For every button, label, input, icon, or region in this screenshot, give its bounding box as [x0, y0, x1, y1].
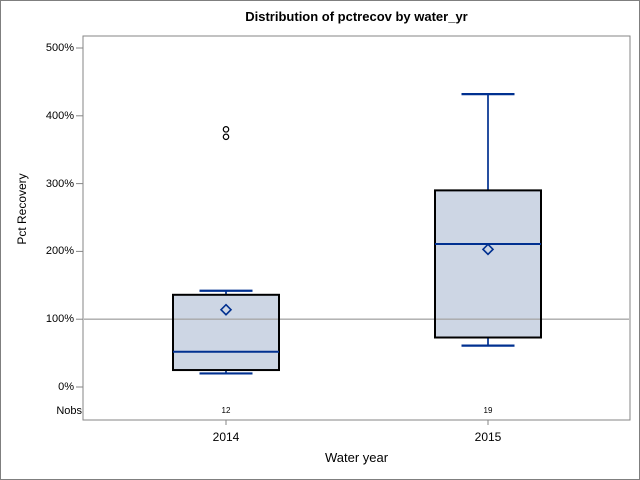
nobs-value-2014: 12 [221, 406, 231, 415]
chart-title: Distribution of pctrecov by water_yr [245, 9, 468, 24]
box-outline-2015 [434, 189, 542, 339]
y-tick-label-0: 0% [58, 381, 74, 393]
nobs-value-2015: 19 [483, 406, 493, 415]
y-tick-label-400: 400% [45, 109, 74, 122]
x-axis-title: Water year [324, 450, 389, 465]
mean-diamond-2015 [481, 243, 495, 256]
box-fill-2015 [435, 190, 541, 338]
box-fill-2014 [173, 294, 279, 371]
x-tick-label-2014: 2014 [212, 430, 240, 444]
x-tick-label-2015: 2015 [474, 430, 502, 444]
plot-area [82, 35, 631, 421]
outlier-point-2014 [222, 126, 230, 133]
y-tick-label-500: 500% [45, 42, 74, 54]
y-tick-label-100: 100% [45, 313, 74, 326]
outlier-point-2014 [222, 133, 230, 141]
y-tick-label-200: 200% [45, 245, 74, 258]
nobs-row-label: Nobs [56, 405, 82, 417]
y-tick-label-300: 300% [45, 177, 74, 190]
mean-diamond-2014 [219, 303, 233, 316]
box-outline-2014 [172, 293, 280, 372]
